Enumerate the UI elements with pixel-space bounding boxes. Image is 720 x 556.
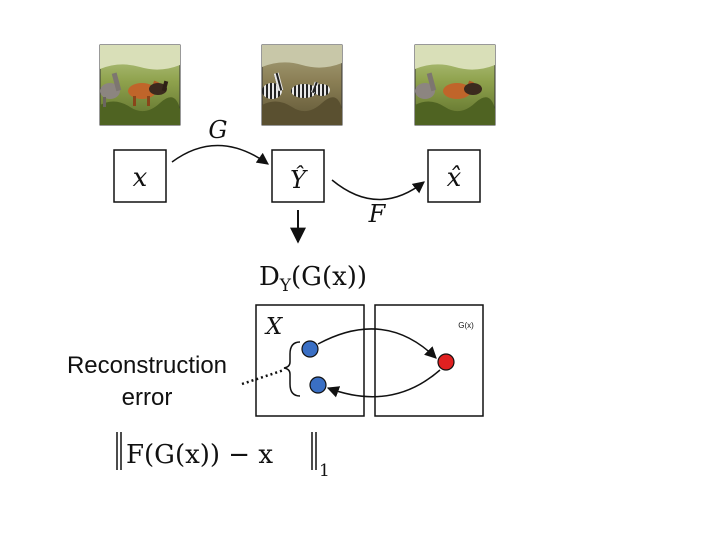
loss-inner: F(G(x)) − x [126, 440, 273, 470]
reconstructed-photo [414, 44, 496, 126]
arrow-f [331, 179, 425, 201]
domain-box-gx-label: G(x) [458, 321, 474, 330]
horse-dark-recon [464, 83, 482, 95]
node-y-hat: Ŷ [271, 149, 325, 203]
horse-grey [100, 72, 122, 107]
node-y-hat-label: Ŷ [290, 165, 308, 194]
domain-box-x-label: X [264, 314, 284, 340]
curve-backward [326, 369, 441, 398]
reconstruction-label-line1: Reconstruction [67, 352, 227, 379]
point-original [301, 340, 319, 358]
zebra-left [262, 72, 284, 99]
node-x-hat: x̂ [427, 149, 481, 203]
loss-subscript: 1 [319, 461, 330, 481]
reconstruction-pointer [241, 368, 285, 386]
node-x-hat-label: x̂ [447, 163, 462, 193]
discriminator-label: DY(G(x)) [259, 262, 367, 296]
node-x-label: x [133, 163, 148, 193]
input-photo [99, 44, 181, 126]
translated-photo [261, 44, 343, 126]
cycle-loss-formula: F(G(x)) − x 1 [116, 432, 330, 481]
point-translated [437, 353, 455, 371]
zebra-right [314, 84, 330, 96]
curly-brace [283, 341, 301, 397]
domain-box-gx: G(x) [374, 304, 484, 417]
horse-dark [149, 80, 169, 95]
arrow-g [171, 144, 269, 165]
node-x: x [113, 149, 167, 203]
domain-box-x: X [255, 304, 365, 417]
reconstruction-label-line2: error [122, 384, 173, 411]
label-f: F [368, 200, 387, 228]
curve-forward [317, 328, 437, 359]
label-g: G [208, 116, 227, 144]
horse-grey-recon [415, 72, 437, 99]
point-reconstructed [309, 376, 327, 394]
